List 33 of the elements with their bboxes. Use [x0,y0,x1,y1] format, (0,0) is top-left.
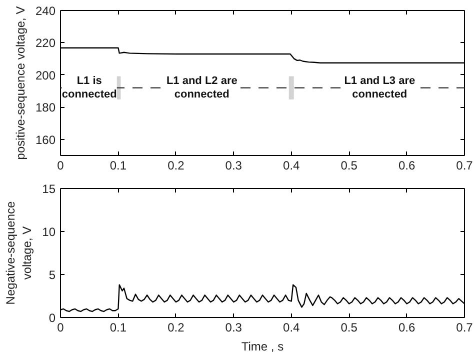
y-tick-label: 160 [35,132,56,147]
y-tick-label: 220 [35,36,56,50]
y-tick-label: 15 [42,182,56,196]
y-axis-title: Negative-sequence voltage, V [3,200,34,305]
y-tick-label: 10 [42,225,56,239]
x-tick-label: 0.3 [225,320,242,334]
line-series [60,284,464,312]
line-series [60,47,464,64]
x-tick-label: 0.1 [110,158,127,172]
annotation: L1 and L3 are connected [344,75,416,100]
y-tick-label: 180 [35,100,56,115]
x-axis-title: Time , s [241,340,284,354]
x-tick-label: 0.2 [168,320,185,334]
x-tick-label: 0.2 [168,158,185,172]
y-tick-label: 200 [35,68,56,82]
x-tick-label: 0.4 [283,320,300,334]
x-tick-label: 0.6 [398,320,416,334]
x-tick-label: 0.7 [456,320,474,334]
x-tick-label: 0.3 [225,158,242,172]
y-axis-title: positive-sequence voltage, V [13,6,28,160]
x-tick-label: 0.1 [110,320,127,334]
x-tick-label: 0.7 [456,158,474,172]
x-tick-label: 0.5 [340,320,358,334]
x-tick-label: 0.5 [340,158,358,172]
y-tick-label: 240 [35,4,56,18]
annotation: L1 is connected [62,75,117,100]
x-tick-label: 0 [57,320,64,334]
x-tick-label: 0.6 [398,158,416,172]
y-tick-label: 5 [48,268,56,282]
x-tick-label: 0 [57,158,64,172]
x-tick-label: 0.4 [283,158,300,172]
annotation: L1 and L2 are connected [166,75,238,100]
y-tick-label: 0 [48,311,56,325]
